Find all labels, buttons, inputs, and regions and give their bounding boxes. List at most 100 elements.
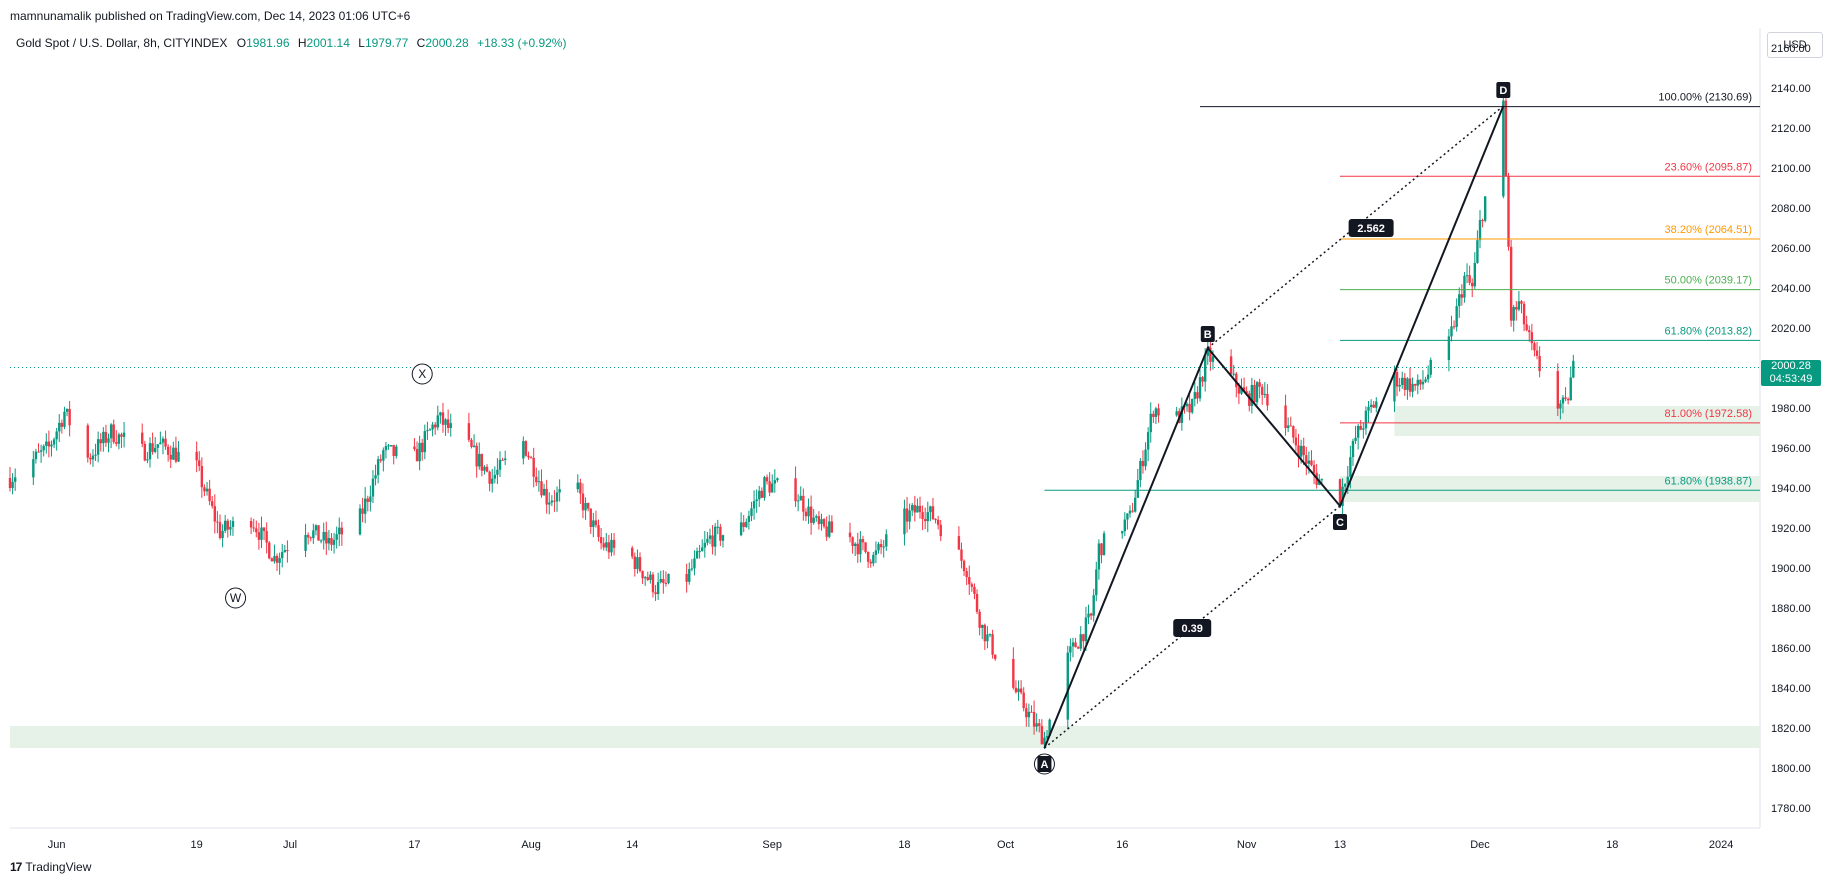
candle-up [50,440,53,457]
candle-up [713,523,717,556]
candle-body [1354,437,1357,441]
candle-body [703,542,707,548]
candle-up [1146,427,1150,462]
currency-selector[interactable]: USD [1767,32,1823,58]
candle-down [822,517,826,529]
candle-up [610,533,613,557]
candle-up [444,418,447,436]
candle-up [584,497,587,520]
candle-up [376,455,380,484]
candle-down [532,447,535,488]
candle-down [47,430,51,458]
candle-body [278,558,281,563]
candle-down [1209,339,1212,371]
candle-up [1286,417,1290,433]
candle-body [1245,391,1248,394]
symbol-title[interactable]: Gold Spot / U.S. Dollar, 8h, CITYINDEX [16,36,228,50]
candle-body [47,441,51,447]
candle-down [415,441,419,462]
candle-body [358,508,362,535]
candle-body [94,454,97,456]
candle-body [1502,100,1505,197]
candle-body [1095,569,1098,596]
candle-down [485,464,489,473]
candle-body [1351,440,1355,458]
candle-body [1561,397,1565,404]
candle-up [882,539,885,558]
candle-down [115,430,118,447]
candle-body [257,532,261,540]
candle-body [501,459,504,461]
candle-down [151,432,154,455]
candle-up [1240,378,1243,395]
candle-body [177,451,180,462]
candle-up [338,517,341,547]
candle-up [988,633,992,638]
candle-down [467,412,471,443]
candle-up [771,474,774,493]
candle-body [1030,711,1033,713]
candle-body [1126,513,1129,520]
candle-up [1569,366,1572,401]
candle-up [1149,402,1152,443]
candle-body [1248,393,1251,406]
candle-body [60,422,64,427]
candle-up [159,431,162,445]
candle-body [249,521,253,528]
candle-body [317,525,320,541]
candle-up [656,572,660,600]
candle-up [146,451,149,464]
candle-up [122,421,126,448]
candle-up [102,427,105,452]
candle-down [143,440,147,462]
candle-down [480,453,484,477]
candle-up [636,549,639,574]
candle-body [1341,486,1344,506]
candle-body [939,524,942,537]
y-tick-label: 1780.00 [1771,803,1811,815]
candle-body [1022,692,1025,709]
candle-down [991,629,994,659]
candle-down [662,570,665,594]
y-tick-label: 2140.00 [1771,83,1811,95]
candle-body [1154,408,1158,417]
candle-body [721,535,725,541]
candle-body [986,634,989,642]
candle-up [389,445,393,448]
candle-up [1126,513,1129,530]
close-value: 2000.28 [425,36,469,50]
candle-up [156,444,159,459]
candle-body [1556,371,1559,409]
candle-body [221,530,224,539]
candle-body [1473,262,1477,287]
candle-up [812,508,815,525]
candle-body [1201,377,1204,382]
candle-body [363,498,367,514]
candle-body [1157,408,1160,416]
candle-down [174,436,178,464]
candle-body [496,469,499,475]
candle-down [1012,647,1015,690]
candle-down [1530,323,1534,351]
candle-body [1079,634,1082,649]
candle-body [822,519,826,527]
candle-body [1289,425,1292,427]
candle-down [1297,433,1300,468]
publisher-note: mamnunamalik published on TradingView.co… [10,9,411,23]
candle-up [690,559,694,572]
candle-down [1535,341,1539,360]
candle-body [1250,384,1254,406]
candle-up [1133,489,1137,513]
candle-down [641,570,644,584]
candle-body [1188,403,1191,413]
point-badge [1200,326,1215,342]
candle-body [1572,360,1575,378]
footer-branding[interactable]: 17 TradingView [10,858,91,876]
candle-body [1128,510,1132,514]
candle-body [1375,401,1378,408]
candle-body [143,443,147,461]
candle-down [1082,633,1085,650]
candle-body [960,549,963,561]
candle-up [1478,209,1482,249]
